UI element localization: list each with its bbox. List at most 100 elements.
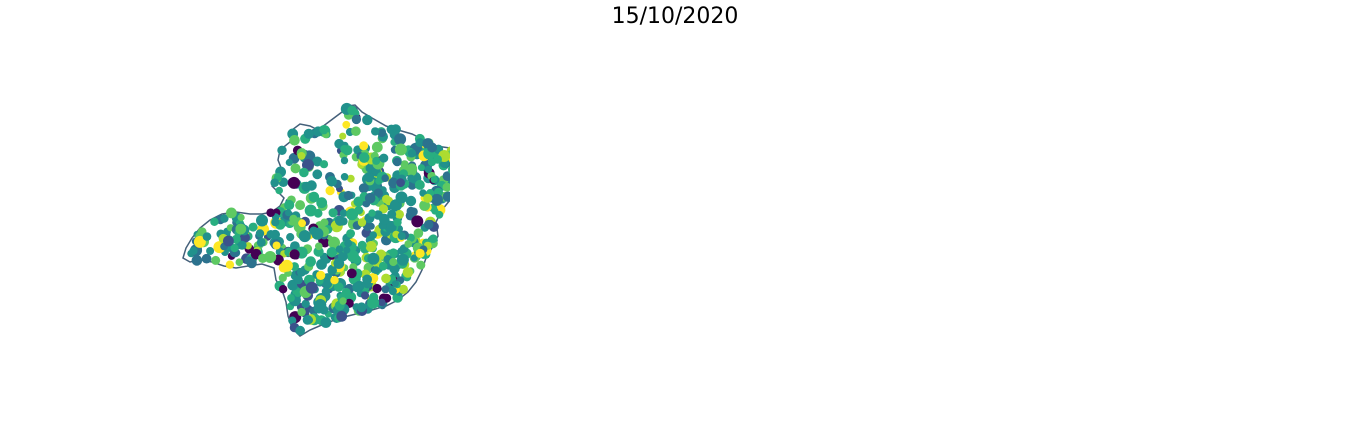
municipality-point: [284, 199, 295, 211]
map-panel-points: [0, 0, 450, 444]
municipality-point: [397, 232, 406, 240]
municipality-point: [379, 213, 390, 225]
municipality-point: [423, 193, 433, 203]
municipality-point: [406, 165, 417, 177]
municipality-point: [320, 218, 329, 227]
map-panel-choropleth: [450, 0, 900, 444]
municipality-point: [297, 152, 306, 160]
municipality-point: [336, 310, 348, 322]
municipality-point: [442, 171, 450, 181]
municipality-point: [284, 209, 292, 217]
municipality-point: [379, 153, 389, 163]
municipality-point: [311, 227, 324, 240]
municipality-point: [342, 120, 351, 129]
municipality-point: [411, 215, 424, 228]
municipality-point: [193, 235, 206, 248]
municipality-point: [278, 273, 287, 282]
municipality-point: [346, 229, 355, 238]
municipality-point: [373, 188, 383, 198]
municipality-point: [351, 126, 361, 136]
municipality-point: [395, 209, 404, 219]
municipality-point: [289, 214, 298, 223]
municipality-point: [389, 263, 400, 274]
municipality-point: [372, 156, 381, 165]
municipality-point: [271, 218, 280, 227]
municipality-point: [394, 143, 407, 156]
municipality-point: [266, 208, 276, 217]
municipality-point: [406, 206, 416, 216]
figure-title: 15/10/2020: [611, 4, 739, 29]
municipality-point: [346, 208, 359, 221]
municipality-point: [315, 242, 323, 251]
municipality-point: [340, 145, 349, 154]
municipality-point: [285, 158, 293, 167]
municipality-point: [340, 156, 349, 165]
municipality-point: [391, 280, 399, 288]
municipality-point: [431, 207, 439, 215]
municipality-point: [389, 248, 398, 258]
municipality-point: [319, 125, 329, 135]
municipality-point: [395, 191, 408, 204]
municipality-point: [339, 209, 348, 217]
municipality-point: [430, 176, 438, 184]
municipality-point: [371, 141, 383, 153]
municipality-point: [389, 257, 398, 267]
municipality-point: [346, 268, 357, 279]
municipality-point: [393, 218, 402, 227]
municipality-point: [360, 291, 370, 300]
municipality-point: [270, 229, 280, 240]
municipality-point: [305, 281, 318, 294]
municipality-point: [396, 253, 409, 266]
municipality-point: [346, 174, 355, 183]
municipality-point: [381, 273, 391, 284]
municipality-point: [433, 155, 442, 164]
municipality-point: [235, 223, 247, 235]
municipality-point: [378, 204, 389, 214]
municipality-point: [231, 234, 241, 244]
municipality-point: [362, 274, 372, 285]
municipality-point: [333, 282, 344, 292]
municipality-point: [365, 241, 377, 252]
municipality-point: [364, 172, 375, 183]
municipality-point: [427, 142, 438, 153]
classes-map: [900, 0, 1350, 444]
municipality-point: [313, 208, 323, 218]
municipality-point: [290, 163, 301, 174]
municipality-point: [431, 193, 443, 206]
municipality-point: [394, 133, 407, 146]
municipality-point: [384, 220, 397, 233]
municipality-point: [357, 240, 367, 250]
municipality-point: [392, 157, 402, 167]
municipality-point: [429, 234, 438, 243]
municipality-point: [256, 214, 268, 227]
municipality-point: [226, 207, 237, 219]
municipality-point: [316, 259, 327, 270]
municipality-point: [312, 156, 323, 167]
municipality-point: [225, 260, 235, 269]
municipality-point: [357, 218, 367, 227]
municipality-point: [244, 256, 253, 265]
municipality-point: [330, 276, 339, 285]
municipality-point: [298, 230, 311, 243]
municipality-point: [248, 222, 258, 232]
municipality-point: [335, 245, 344, 253]
municipality-point: [398, 284, 408, 294]
municipality-point: [322, 278, 333, 289]
municipality-point: [378, 298, 386, 307]
municipality-point: [220, 214, 229, 223]
municipality-point: [413, 228, 424, 238]
municipality-point: [297, 267, 306, 277]
municipality-point: [237, 213, 245, 222]
municipality-point: [328, 266, 337, 275]
municipality-point: [206, 247, 215, 255]
municipality-point: [326, 247, 338, 258]
municipality-point: [303, 128, 314, 139]
points-map: [182, 102, 450, 337]
municipality-point: [402, 267, 413, 278]
municipality-point: [344, 239, 353, 248]
municipality-point: [298, 219, 306, 228]
municipality-point: [381, 285, 390, 294]
municipality-point: [286, 233, 295, 242]
map-panel-classes: [900, 0, 1350, 444]
